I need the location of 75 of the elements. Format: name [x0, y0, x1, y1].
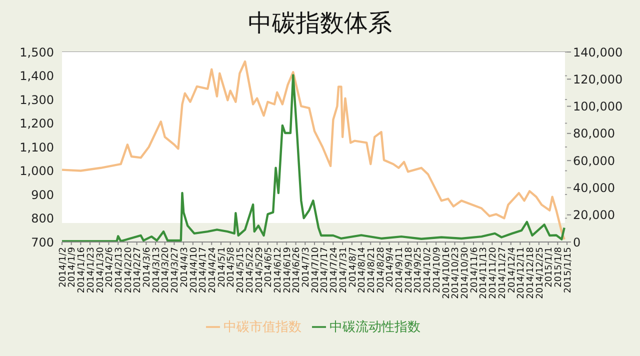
x-tick-label: 2014/5/15: [236, 247, 246, 294]
x-tick-label: 2014/9/4: [386, 246, 396, 288]
legend-label: 中碳市值指数: [224, 320, 302, 335]
y-tick-label: 1,500: [20, 45, 54, 60]
y2-tick-label: 120,000: [573, 72, 623, 86]
x-tick-label: 2014/4/24: [208, 246, 218, 294]
x-tick-label: 2014/1/16: [77, 246, 88, 294]
x-tick-label: 2014/6/19: [282, 246, 293, 294]
x-tick-label: 2014/10/30: [460, 246, 471, 299]
x-tick-label: 2014/9/11: [395, 247, 406, 294]
x-tick-label: 2014/4/17: [198, 247, 209, 294]
x-tick-label: 2014/10/9: [432, 246, 442, 294]
x-tick-label: 2014/4/10: [189, 246, 200, 294]
x-tick-label: 2014/10/2: [423, 247, 434, 294]
y2-tick-label: 100,000: [573, 100, 623, 114]
x-tick-label: 2014/7/3: [302, 247, 312, 288]
x-tick-label: 2014/12/25: [535, 247, 546, 299]
x-tick-label: 2014/6/12: [273, 247, 284, 294]
x-tick-label: 2014/3/20: [161, 246, 172, 294]
x-tick-label: 2014/7/10: [310, 246, 321, 294]
chart-title: 中碳指数体系: [247, 8, 393, 39]
x-tick-label: 2014/4/3: [180, 247, 190, 288]
x-tick-label: 2014/10/16: [442, 246, 452, 299]
x-tick-label: 2014/8/14: [358, 246, 368, 294]
y2-tick-label: 0: [573, 235, 581, 250]
y-tick-label: 1,300: [20, 92, 54, 107]
x-tick-label: 2014/9/18: [404, 246, 414, 294]
y2-tick-label: 140,000: [573, 45, 623, 60]
x-tick-label: 2014/5/8: [226, 246, 237, 288]
legend-label: 中碳流动性指数: [330, 320, 420, 335]
x-tick-label: 2014/8/7: [348, 247, 358, 288]
x-tick-label: 2014/8/28: [376, 246, 386, 294]
x-tick-label: 2014/6/26: [292, 246, 302, 294]
x-tick-label: 2014/12/4: [507, 246, 518, 294]
x-tick-label: 2014/7/24: [330, 246, 340, 294]
x-tick-label: 2014/12/11: [516, 247, 527, 299]
x-tick-label: 2014/1/30: [96, 246, 106, 294]
y-tick-label: 1,200: [20, 116, 54, 131]
x-tick-label: 2014/11/13: [479, 247, 490, 299]
x-tick-label: 2014/3/13: [152, 247, 162, 294]
x-tick-label: 2014/5/29: [254, 246, 265, 294]
x-tick-label: 2014/5/1: [217, 247, 228, 288]
x-tick-label: 2014/1/2: [58, 247, 68, 288]
y2-tick-label: 40,000: [573, 180, 615, 195]
x-tick-label: 2014/9/25: [414, 247, 424, 294]
y-tick-label: 1,100: [20, 140, 54, 154]
x-tick-label: 2014/11/6: [470, 246, 480, 294]
x-tick-label: 2014/2/6: [105, 246, 116, 288]
x-tick-label: 2014/1/9: [68, 246, 78, 288]
y-tick-label: 1,400: [20, 69, 54, 84]
y2-tick-label: 20,000: [573, 208, 615, 222]
x-tick-label: 2014/3/27: [170, 247, 181, 294]
x-tick-label: 2014/7/31: [338, 247, 349, 294]
y-tick-label: 800: [31, 212, 54, 226]
x-tick-label: 2015/1/8: [554, 246, 564, 288]
x-tick-label: 2014/10/23: [451, 247, 462, 299]
x-tick-label: 2014/2/20: [124, 246, 134, 294]
x-tick-label: 2014/11/20: [488, 246, 499, 299]
x-tick-label: 2014/6/5: [264, 247, 274, 288]
x-tick-label: 2014/7/17: [320, 247, 330, 294]
y2-tick-label: 60,000: [573, 154, 615, 168]
y-tick-label: 1,000: [20, 164, 54, 178]
x-tick-label: 2014/1/23: [86, 247, 96, 294]
y-tick-label: 700: [31, 235, 54, 250]
y-tick-label: 900: [31, 188, 54, 202]
x-tick-label: 2015/1/1: [544, 247, 555, 288]
x-tick-label: 2014/2/13: [114, 247, 124, 294]
x-tick-label: 2014/3/6: [142, 246, 153, 288]
x-tick-label: 2014/5/22: [245, 247, 256, 294]
x-tick-label: 2015/1/15: [563, 247, 574, 294]
x-tick-label: 2014/2/27: [133, 247, 144, 294]
x-tick-label: 2014/11/27: [498, 247, 508, 299]
x-tick-label: 2014/8/21: [367, 247, 377, 294]
y2-tick-label: 80,000: [573, 126, 615, 141]
x-tick-label: 2014/12/18: [526, 246, 536, 299]
